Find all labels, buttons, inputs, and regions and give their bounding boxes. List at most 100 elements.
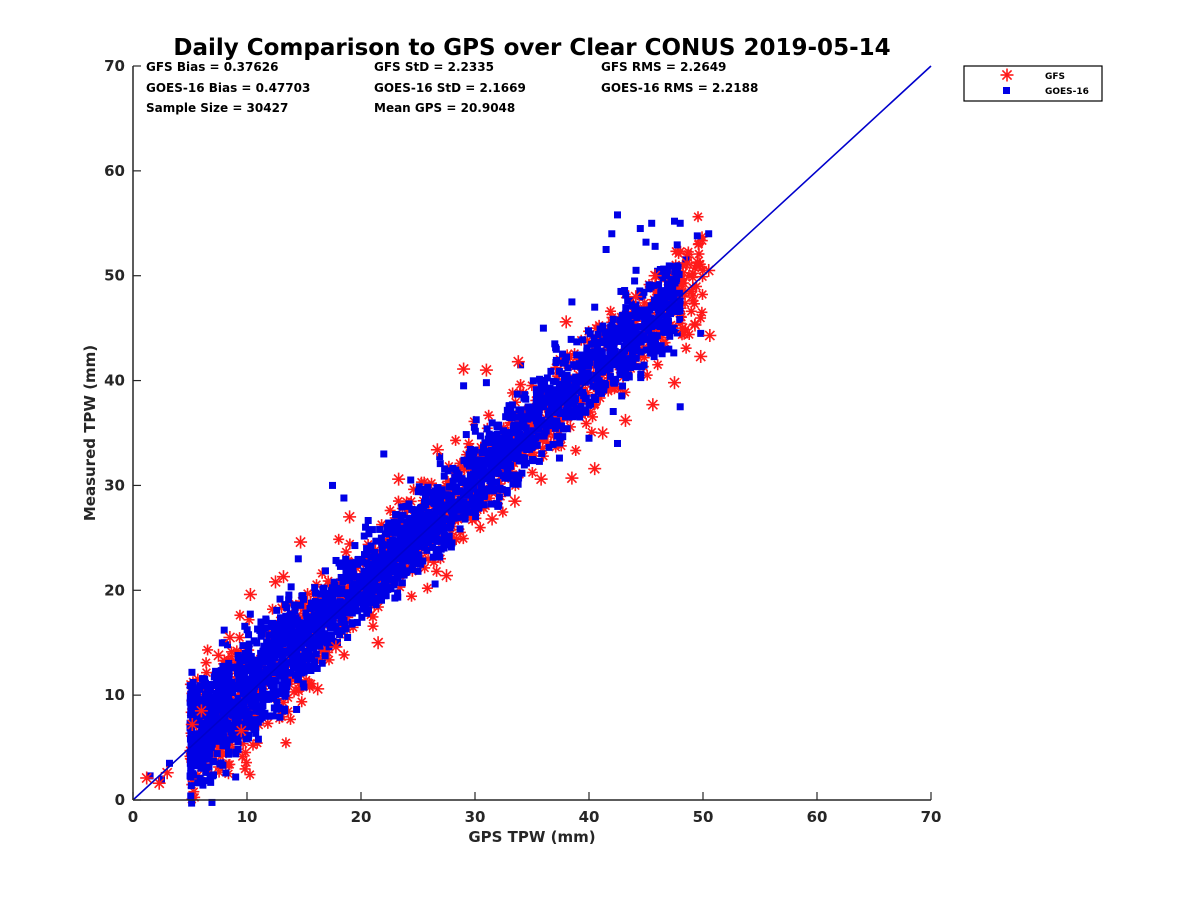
goes-point [456, 525, 464, 533]
goes-point [259, 670, 267, 678]
goes-point [348, 609, 356, 617]
goes-point [309, 639, 317, 647]
goes-point [203, 718, 211, 726]
goes-point [232, 773, 240, 781]
goes-point [467, 477, 475, 485]
goes-point [434, 484, 442, 492]
goes-point [568, 408, 576, 416]
goes-point [493, 435, 501, 443]
goes-point [471, 467, 479, 475]
goes-point [412, 534, 420, 542]
goes-point [393, 537, 401, 545]
goes-point [496, 439, 504, 447]
goes-point [658, 350, 666, 358]
goes-point [460, 502, 468, 510]
goes-point [276, 595, 284, 603]
goes-point [302, 655, 310, 663]
gfs-point [692, 238, 704, 250]
goes-point [405, 514, 413, 522]
goes-point [552, 359, 560, 367]
goes-point [530, 408, 538, 416]
goes-point [463, 483, 471, 491]
goes-point [279, 651, 287, 659]
goes-point [206, 703, 214, 711]
goes-point [415, 551, 423, 559]
goes-point [606, 336, 614, 344]
gfs-point [646, 398, 660, 412]
goes-point [426, 518, 434, 526]
goes-point [591, 303, 599, 311]
goes-point [610, 359, 618, 367]
goes-point [442, 539, 450, 547]
gfs-point [406, 590, 418, 602]
gfs-point [588, 462, 602, 476]
goes-point [517, 406, 525, 414]
x-tick-label: 0 [128, 808, 138, 826]
goes-point [396, 529, 404, 537]
goes-point [663, 267, 671, 275]
goes-point [219, 736, 227, 744]
goes-point [392, 511, 400, 519]
goes-point [670, 325, 678, 333]
goes-point [638, 336, 646, 344]
goes-point [217, 682, 225, 690]
goes-point [165, 759, 173, 767]
goes-point [250, 666, 258, 674]
goes-point [328, 598, 336, 606]
goes-point [588, 340, 596, 348]
goes-point [436, 460, 444, 468]
goes-point [250, 726, 258, 734]
goes-point [384, 585, 392, 593]
goes-point [187, 782, 195, 790]
goes-point [675, 271, 683, 279]
goes-point [218, 639, 226, 647]
goes-point [602, 246, 610, 253]
goes-point [283, 681, 291, 689]
goes-point [642, 238, 650, 246]
goes-point [522, 459, 530, 467]
goes-point [367, 553, 375, 561]
goes-point [380, 575, 388, 583]
goes-point [259, 687, 267, 695]
goes-point [278, 684, 286, 692]
goes-point [543, 420, 551, 428]
goes-point [252, 678, 260, 686]
goes-point [429, 492, 437, 500]
goes-point [215, 677, 223, 685]
goes-point [305, 630, 313, 638]
goes-point [220, 687, 228, 695]
goes-point [529, 377, 537, 385]
goes-point [319, 638, 327, 646]
goes-point [340, 494, 348, 502]
goes-point [350, 580, 358, 588]
goes-point [535, 419, 543, 427]
goes-point [547, 396, 555, 404]
goes-point [494, 465, 502, 473]
goes-point [608, 342, 616, 350]
goes-point [255, 706, 263, 714]
gfs-point [565, 471, 579, 485]
gfs-point [340, 546, 352, 558]
goes-point [289, 664, 297, 672]
goes-point [614, 439, 621, 447]
goes-point [382, 558, 390, 566]
goes-point [650, 331, 658, 339]
goes-point [584, 327, 592, 335]
goes-point [666, 332, 674, 340]
goes-point [202, 764, 210, 772]
goes-point [438, 491, 446, 499]
goes-point [291, 607, 299, 615]
goes-point [520, 394, 528, 402]
goes-point [338, 585, 346, 593]
goes-point [614, 211, 621, 219]
goes-point [318, 611, 326, 619]
goes-point [361, 551, 369, 559]
goes-point [311, 584, 319, 592]
goes-point [225, 670, 233, 678]
goes-point [289, 620, 297, 628]
goes-point [295, 658, 303, 666]
gfs-point [688, 298, 700, 310]
goes-point [269, 662, 277, 670]
y-tick-label: 40 [104, 372, 125, 390]
goes-point [280, 666, 288, 674]
